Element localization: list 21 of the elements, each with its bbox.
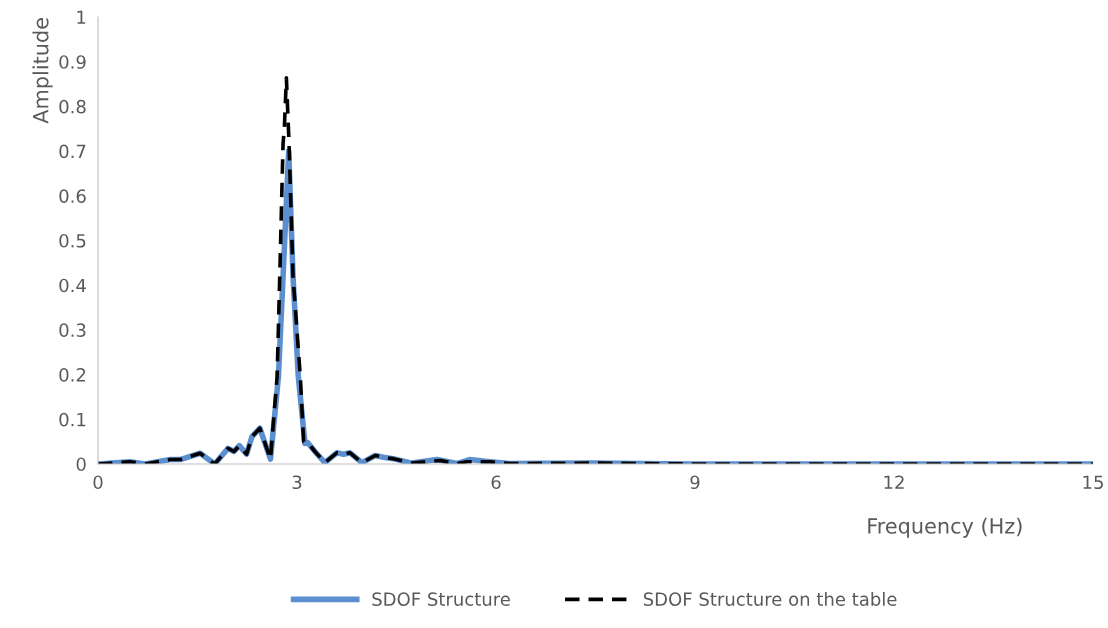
x-tick-label: 9 xyxy=(690,475,700,490)
y-tick-label: 1 xyxy=(77,10,86,24)
legend-label: SDOF Structure on the table xyxy=(643,592,897,606)
y-tick-label: 0.8 xyxy=(59,99,86,114)
x-tick-label: 12 xyxy=(884,475,904,489)
x-tick-label: 15 xyxy=(1083,475,1103,490)
y-tick-label: 0.1 xyxy=(59,412,86,427)
x-tick-label: 0 xyxy=(93,475,103,490)
y-tick-label: 0.3 xyxy=(59,323,86,338)
y-tick-label: 0.7 xyxy=(59,144,86,159)
legend-label: SDOF Structure xyxy=(372,592,510,606)
y-tick-label: 0.9 xyxy=(59,55,86,69)
y-tick-label: 0 xyxy=(76,457,86,472)
x-tick-label: 6 xyxy=(491,475,501,490)
y-tick-label: 0.4 xyxy=(59,278,86,293)
y-tick-label: 0.2 xyxy=(59,368,86,382)
y-axis-title: Amplitude xyxy=(32,18,53,124)
x-tick-label: 3 xyxy=(292,475,302,490)
y-tick-label: 0.6 xyxy=(59,189,86,203)
x-axis-title: Frequency (Hz) xyxy=(868,517,1022,538)
y-tick-label: 0.5 xyxy=(59,233,86,248)
